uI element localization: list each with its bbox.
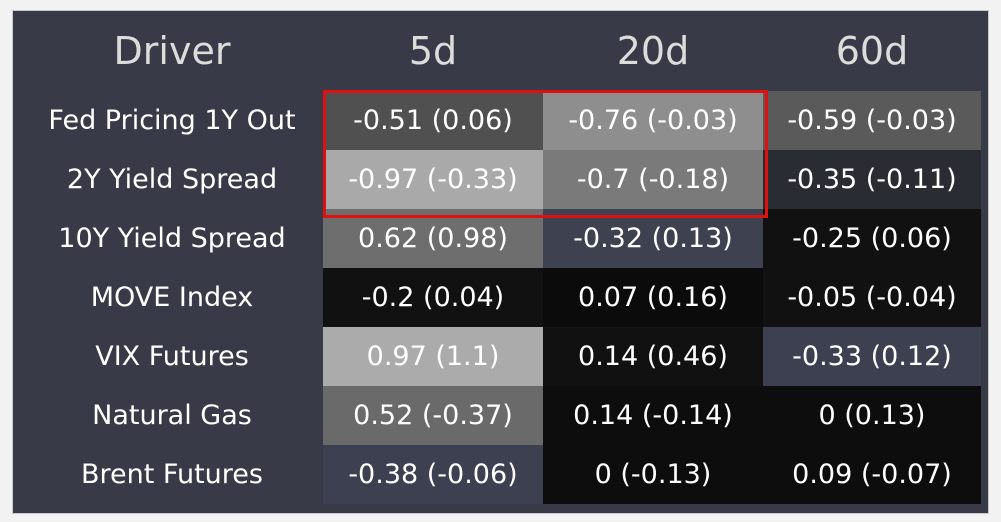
value-cell: 0.52 (-0.37) [323,386,543,445]
highlight-box [323,90,768,218]
row-label: MOVE Index [90,282,254,313]
value-cell: -0.59 (-0.03) [763,91,981,150]
value-cell: 0.07 (0.16) [543,268,763,327]
value-cell: -0.33 (0.12) [763,327,981,386]
value-cell: -0.38 (-0.06) [323,445,543,504]
value-cell: 0.62 (0.98) [323,209,543,268]
column-header: Driver [113,29,231,73]
row-label: Brent Futures [81,459,263,490]
value-cell: -0.35 (-0.11) [763,150,981,209]
row-label: VIX Futures [95,341,249,372]
value-cell: 0.14 (0.46) [543,327,763,386]
column-header: 60d [835,29,909,73]
value-cell: -0.7 (-0.18) [543,150,763,209]
value-cell: 0 (0.13) [763,386,981,445]
value-cell: 0 (-0.13) [543,445,763,504]
value-cell: 0.97 (1.1) [323,327,543,386]
row-label: 2Y Yield Spread [66,164,278,195]
table: Driver 5d 20d 60d Fed Pricing 1Y Out -0.51 (0… [12,10,989,514]
value-cell: 0.14 (-0.14) [543,386,763,445]
value-cell: -0.2 (0.04) [323,268,543,327]
value-cell: -0.32 (0.13) [543,209,763,268]
column-header: 20d [616,29,690,73]
row-label: 10Y Yield Spread [58,223,286,254]
value-cell: -0.05 (-0.04) [763,268,981,327]
row-label: Fed Pricing 1Y Out [48,105,296,136]
value-cell: -0.97 (-0.33) [323,150,543,209]
value-cell: -0.76 (-0.03) [543,91,763,150]
column-header: 5d [408,29,458,73]
value-cell: -0.25 (0.06) [763,209,981,268]
value-cell: 0.09 (-0.07) [763,445,981,504]
row-label: Natural Gas [92,400,252,431]
value-cell: -0.51 (0.06) [323,91,543,150]
